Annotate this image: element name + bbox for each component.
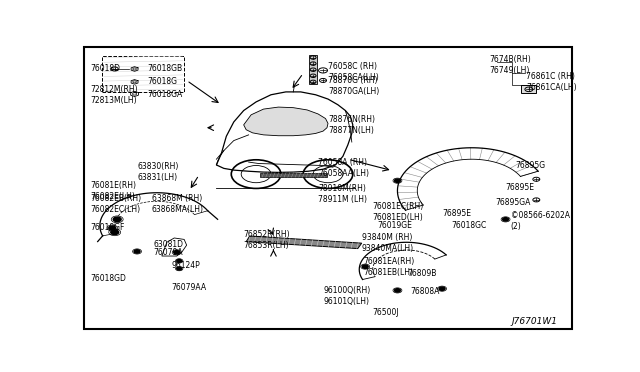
Text: 76079AA: 76079AA	[172, 283, 207, 292]
Text: 76018G: 76018G	[147, 77, 177, 86]
Circle shape	[394, 289, 401, 292]
Text: 76018GD: 76018GD	[90, 273, 126, 283]
Text: 76895GA: 76895GA	[495, 198, 531, 207]
Text: 76895G: 76895G	[515, 161, 546, 170]
Text: 76852R(RH)
76853R(LH): 76852R(RH) 76853R(LH)	[244, 230, 291, 250]
Circle shape	[173, 251, 180, 254]
Text: 76082EB(RH)
76082EC(LH): 76082EB(RH) 76082EC(LH)	[90, 193, 141, 214]
Text: 76018GB: 76018GB	[147, 64, 182, 74]
Text: 76018GF: 76018GF	[90, 224, 124, 232]
Circle shape	[177, 260, 182, 262]
Text: 78870G (RH)
78870GA(LH): 78870G (RH) 78870GA(LH)	[328, 76, 380, 96]
Polygon shape	[309, 55, 317, 84]
Polygon shape	[522, 85, 536, 93]
Text: 76895E: 76895E	[506, 183, 534, 192]
Text: 96100Q(RH)
96101Q(LH): 96100Q(RH) 96101Q(LH)	[323, 286, 371, 306]
Text: 76808A: 76808A	[410, 287, 439, 296]
Text: 76018GA: 76018GA	[147, 90, 182, 99]
Text: 93840M (RH)
93840MA(LH): 93840M (RH) 93840MA(LH)	[362, 233, 414, 253]
Polygon shape	[246, 236, 362, 248]
Text: 76081EC(RH)
76081ED(LH): 76081EC(RH) 76081ED(LH)	[372, 202, 424, 222]
Circle shape	[177, 267, 182, 270]
Text: 72812M(RH)
72813M(LH): 72812M(RH) 72813M(LH)	[90, 85, 138, 105]
Polygon shape	[102, 56, 184, 92]
Text: 76058C (RH)
76058CA(LH): 76058C (RH) 76058CA(LH)	[328, 62, 379, 82]
Circle shape	[134, 250, 140, 253]
Polygon shape	[216, 92, 353, 172]
Polygon shape	[162, 238, 187, 256]
Polygon shape	[244, 107, 328, 136]
Bar	[260, 173, 327, 177]
Text: ©08566-6202A
(2): ©08566-6202A (2)	[511, 211, 570, 231]
Circle shape	[394, 179, 401, 182]
Text: 76019GE: 76019GE	[378, 221, 412, 230]
Text: 76895E: 76895E	[442, 209, 471, 218]
Text: 76809B: 76809B	[408, 269, 436, 278]
Text: 78910M(RH)
78911M (LH): 78910M(RH) 78911M (LH)	[318, 184, 367, 204]
Text: 63081D: 63081D	[154, 240, 184, 249]
Text: 96124P: 96124P	[172, 261, 200, 270]
Text: 76058A (RH)
76058AA(LH): 76058A (RH) 76058AA(LH)	[318, 158, 369, 178]
Text: 76018D: 76018D	[90, 64, 120, 74]
Text: 63868M (RH)
63868MA(LH): 63868M (RH) 63868MA(LH)	[152, 193, 204, 214]
Text: 7674B(RH)
76749(LH): 7674B(RH) 76749(LH)	[489, 55, 531, 75]
Text: 78876N(RH)
78877N(LH): 78876N(RH) 78877N(LH)	[328, 115, 375, 135]
Circle shape	[502, 218, 509, 221]
Circle shape	[113, 217, 121, 222]
Text: 76861C (RH)
76861CA(LH): 76861C (RH) 76861CA(LH)	[527, 72, 577, 92]
Text: J76701W1: J76701W1	[511, 317, 557, 326]
Text: 76079A: 76079A	[154, 248, 183, 257]
Text: 63830(RH)
63831(LH): 63830(RH) 63831(LH)	[137, 162, 179, 182]
Text: 76081E(RH)
76082E(LH): 76081E(RH) 76082E(LH)	[90, 181, 136, 201]
Circle shape	[362, 265, 368, 268]
Circle shape	[111, 230, 118, 235]
Circle shape	[109, 226, 116, 230]
Text: 76081EA(RH)
76081EB(LH): 76081EA(RH) 76081EB(LH)	[364, 257, 415, 277]
Circle shape	[439, 287, 445, 291]
Text: 76500J: 76500J	[372, 308, 399, 317]
Text: 76018GC: 76018GC	[451, 221, 486, 230]
